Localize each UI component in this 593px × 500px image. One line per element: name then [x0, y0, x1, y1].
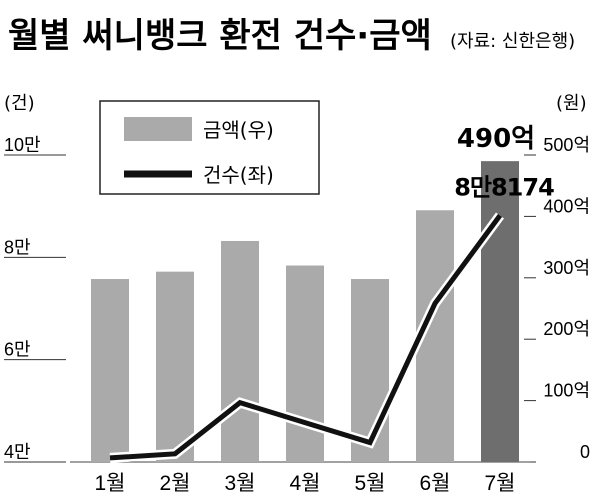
left-tick-label: 10만 — [4, 135, 41, 155]
bar-series — [91, 161, 519, 462]
right-axis-ticks: 0 100억 200억 300억 400억 500억 — [524, 135, 590, 463]
x-tick-label: 7월 — [485, 472, 516, 495]
right-tick-label: 300억 — [543, 258, 590, 278]
right-tick-label: 400억 — [543, 196, 590, 216]
line-last-value-label: 8만8174 — [454, 174, 554, 202]
legend-line-label: 건수(좌) — [203, 163, 274, 187]
legend-bar-label: 금액(우) — [203, 118, 274, 142]
left-tick-label: 8만 — [4, 237, 31, 257]
x-tick-label: 4월 — [290, 472, 321, 495]
right-tick-label: 200억 — [543, 319, 590, 339]
bar — [221, 240, 259, 462]
legend-bar-swatch — [124, 117, 192, 141]
bar — [481, 161, 519, 462]
x-axis-ticks: 1월 2월 3월 4월 5월 6월 7월 — [95, 472, 516, 495]
left-tick-label: 4만 — [4, 442, 31, 462]
legend-box — [99, 100, 320, 195]
legend: 금액(우) 건수(좌) — [99, 100, 320, 195]
x-tick-label: 5월 — [355, 472, 386, 495]
bar-last-value-label: 490억 — [457, 124, 535, 154]
x-tick-label: 2월 — [160, 472, 191, 495]
x-tick-label: 1월 — [95, 472, 126, 495]
bar — [156, 271, 194, 462]
chart-title: 월별 써니뱅크 환전 건수·금액 — [8, 16, 432, 56]
right-tick-label: 500억 — [543, 135, 590, 155]
chart-subtitle: (자료: 신한은행) — [450, 31, 575, 52]
x-tick-label: 6월 — [420, 472, 451, 495]
annotations: 490억 8만8174 — [454, 124, 555, 202]
right-tick-label: 0 — [580, 442, 590, 462]
bar — [286, 265, 324, 462]
x-tick-label: 3월 — [225, 472, 256, 495]
left-axis-ticks: 4만 6만 8만 10만 — [4, 135, 66, 463]
left-tick-label: 6만 — [4, 340, 31, 360]
left-axis-unit: (건) — [4, 93, 35, 114]
line-series — [109, 212, 505, 463]
bar — [91, 279, 129, 462]
right-axis-unit: (원) — [556, 93, 587, 114]
right-tick-label: 100억 — [543, 381, 590, 401]
